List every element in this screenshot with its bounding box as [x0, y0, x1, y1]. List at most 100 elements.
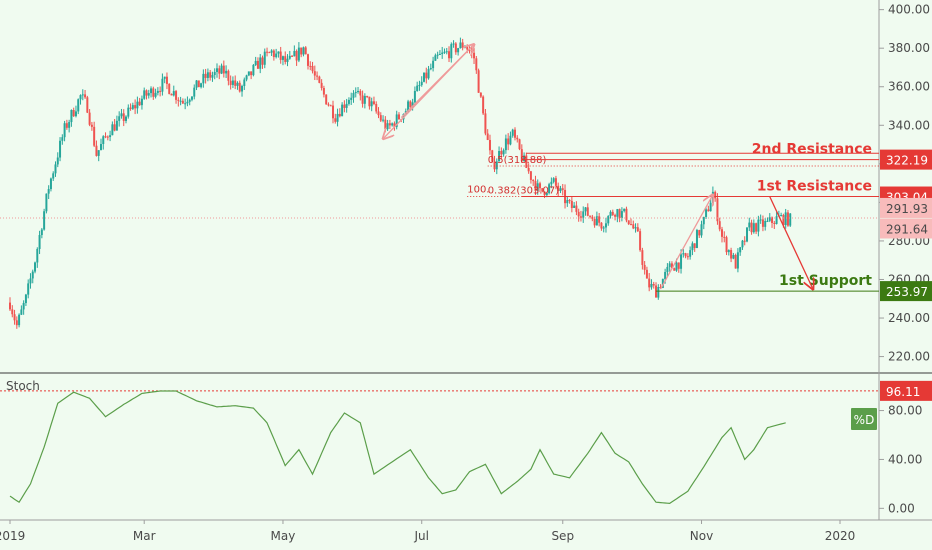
candle: [31, 269, 34, 284]
current-price-tag: 291.93: [880, 197, 932, 218]
candle: [500, 147, 503, 159]
x-tick-label: Jul: [413, 529, 428, 543]
candle: [313, 65, 316, 81]
candle: [657, 284, 660, 300]
candle: [586, 203, 589, 217]
candle: [9, 297, 11, 312]
candle: [718, 217, 721, 232]
candle: [93, 121, 96, 148]
candle: [179, 96, 182, 106]
candle: [266, 47, 269, 57]
candle: [293, 45, 296, 57]
candle: [534, 175, 537, 196]
candle: [525, 152, 528, 169]
candle: [197, 80, 200, 88]
candle: [336, 108, 339, 127]
candle: [750, 219, 753, 235]
candle: [493, 155, 496, 173]
candle: [513, 127, 516, 141]
candle: [22, 300, 25, 315]
candle: [498, 146, 501, 162]
candle: [395, 110, 398, 130]
candle: [707, 205, 710, 212]
candle: [109, 130, 112, 142]
candle: [459, 37, 462, 49]
candle: [429, 63, 432, 71]
candle: [102, 135, 105, 150]
candle: [15, 316, 18, 329]
candle: [420, 76, 423, 87]
candle: [684, 252, 687, 259]
candle: [43, 208, 46, 231]
candle: [325, 94, 328, 105]
candle: [720, 226, 723, 243]
candle: [611, 209, 614, 217]
candle: [757, 215, 760, 237]
candle: [184, 98, 187, 110]
candle: [584, 207, 587, 216]
candle: [118, 111, 121, 127]
candle: [154, 88, 157, 99]
candle: [68, 119, 71, 133]
candle: [47, 185, 50, 199]
candle: [488, 134, 491, 155]
candle: [18, 313, 21, 328]
candle: [329, 104, 332, 107]
candle: [63, 120, 66, 142]
candle: [700, 220, 703, 238]
candle: [632, 220, 635, 230]
candle: [623, 208, 626, 213]
candle: [502, 148, 505, 157]
candle: [477, 68, 480, 93]
candle: [270, 49, 273, 57]
candle: [511, 128, 514, 138]
candle: [539, 181, 542, 193]
candle: [602, 225, 605, 233]
candle: [789, 213, 792, 227]
candle: [311, 61, 314, 74]
candle: [397, 112, 400, 120]
candle: [354, 87, 357, 98]
candle: [723, 231, 726, 243]
candle: [188, 98, 191, 106]
candle: [716, 193, 719, 225]
price-tag: 253.97: [880, 281, 932, 302]
candle: [295, 49, 298, 66]
candle: [297, 42, 300, 63]
candle: [771, 216, 774, 228]
candle: [391, 122, 394, 127]
candle: [54, 161, 57, 177]
x-tick-label: Mar: [133, 529, 156, 543]
candle: [425, 67, 428, 84]
candles-group: [9, 37, 792, 329]
current-price-text: 291.93: [886, 202, 928, 216]
candle: [316, 71, 319, 81]
candle: [639, 228, 642, 252]
candle: [614, 213, 617, 221]
candle: [734, 253, 737, 269]
candle: [204, 68, 207, 84]
candle: [759, 214, 762, 224]
candle: [582, 206, 585, 223]
x-tick-label: 2020: [825, 529, 856, 543]
candle: [152, 86, 155, 100]
candle: [368, 96, 371, 110]
price-tag-text: 253.97: [886, 285, 928, 299]
candle: [784, 208, 787, 229]
candle: [106, 135, 109, 141]
candle: [379, 112, 382, 123]
candle: [140, 95, 143, 110]
candle: [686, 253, 689, 260]
candle: [175, 89, 178, 104]
candle: [231, 76, 234, 89]
candle: [641, 247, 644, 270]
trend-arrow: [769, 196, 813, 290]
candle: [281, 55, 284, 66]
candle: [661, 278, 664, 289]
candle: [775, 211, 778, 225]
candle: [238, 80, 241, 93]
candle: [220, 63, 223, 75]
candle: [245, 74, 248, 82]
candle: [682, 248, 685, 258]
